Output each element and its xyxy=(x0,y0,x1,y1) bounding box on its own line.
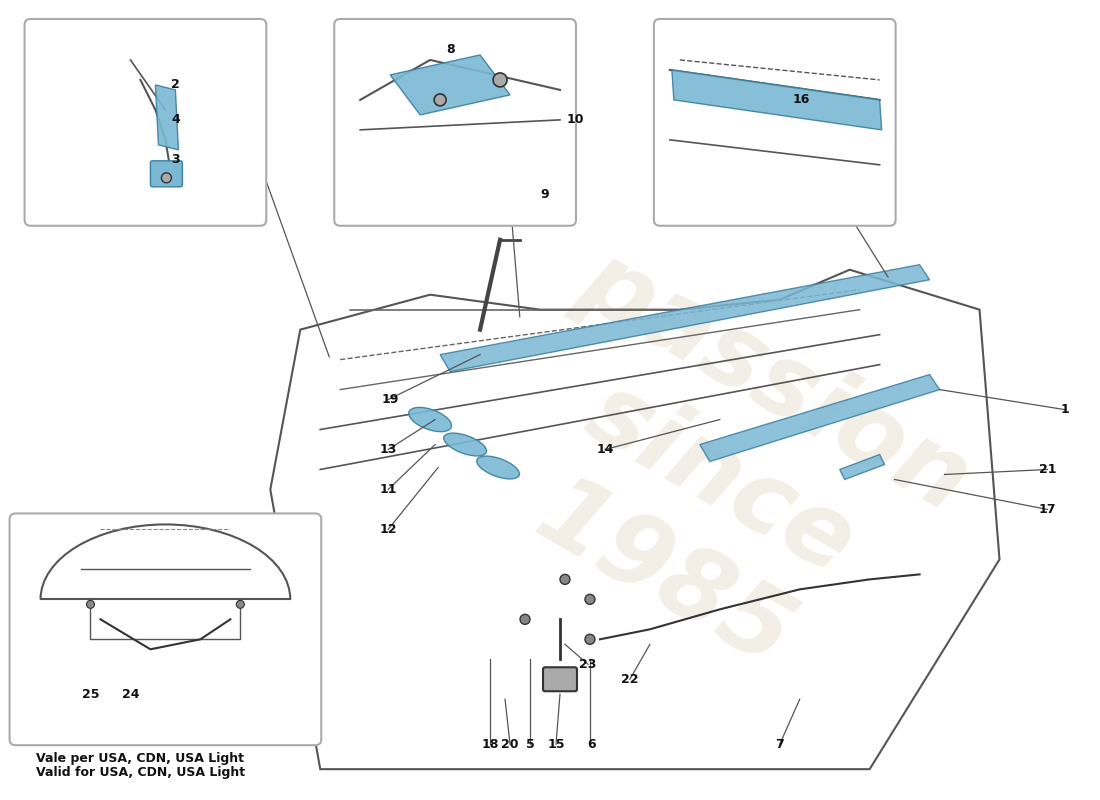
Polygon shape xyxy=(839,454,884,479)
Text: 25: 25 xyxy=(81,688,99,701)
Text: 11: 11 xyxy=(379,483,397,496)
Text: 13: 13 xyxy=(379,443,397,456)
Circle shape xyxy=(434,94,447,106)
Circle shape xyxy=(560,574,570,584)
Text: 10: 10 xyxy=(566,114,584,126)
Circle shape xyxy=(585,634,595,644)
Polygon shape xyxy=(700,374,939,462)
FancyBboxPatch shape xyxy=(334,19,576,226)
Text: 12: 12 xyxy=(379,523,397,536)
Circle shape xyxy=(236,600,244,608)
Text: 19: 19 xyxy=(382,393,399,406)
Text: 9: 9 xyxy=(541,188,549,202)
Circle shape xyxy=(87,600,95,608)
Text: 1: 1 xyxy=(1060,403,1069,416)
Text: 14: 14 xyxy=(596,443,614,456)
FancyBboxPatch shape xyxy=(10,514,321,745)
Ellipse shape xyxy=(409,407,451,432)
Ellipse shape xyxy=(443,433,486,456)
Polygon shape xyxy=(390,55,510,115)
Text: 21: 21 xyxy=(1038,463,1056,476)
Circle shape xyxy=(585,594,595,604)
Text: 15: 15 xyxy=(547,738,564,750)
Polygon shape xyxy=(155,85,178,150)
Ellipse shape xyxy=(476,456,519,479)
Text: 2: 2 xyxy=(170,78,179,91)
Text: 4: 4 xyxy=(170,114,179,126)
Text: Vale per USA, CDN, USA Light: Vale per USA, CDN, USA Light xyxy=(35,752,243,765)
Text: 22: 22 xyxy=(621,673,639,686)
Circle shape xyxy=(162,173,172,183)
Circle shape xyxy=(520,614,530,624)
Text: 23: 23 xyxy=(580,658,596,670)
FancyBboxPatch shape xyxy=(24,19,266,226)
Text: 3: 3 xyxy=(172,154,179,166)
Text: 17: 17 xyxy=(1038,503,1056,516)
Circle shape xyxy=(493,73,507,87)
FancyBboxPatch shape xyxy=(543,667,578,691)
Text: Valid for USA, CDN, USA Light: Valid for USA, CDN, USA Light xyxy=(35,766,244,779)
Text: 6: 6 xyxy=(587,738,596,750)
Polygon shape xyxy=(440,265,930,371)
Text: 8: 8 xyxy=(446,43,454,57)
FancyBboxPatch shape xyxy=(653,19,895,226)
Text: 20: 20 xyxy=(502,738,519,750)
Text: 5: 5 xyxy=(526,738,535,750)
Text: 7: 7 xyxy=(776,738,784,750)
Text: 18: 18 xyxy=(482,738,498,750)
Text: passion
since
1985: passion since 1985 xyxy=(452,232,988,726)
Text: 24: 24 xyxy=(122,688,140,701)
Polygon shape xyxy=(672,70,881,130)
FancyBboxPatch shape xyxy=(151,161,183,186)
Text: 16: 16 xyxy=(793,94,811,106)
